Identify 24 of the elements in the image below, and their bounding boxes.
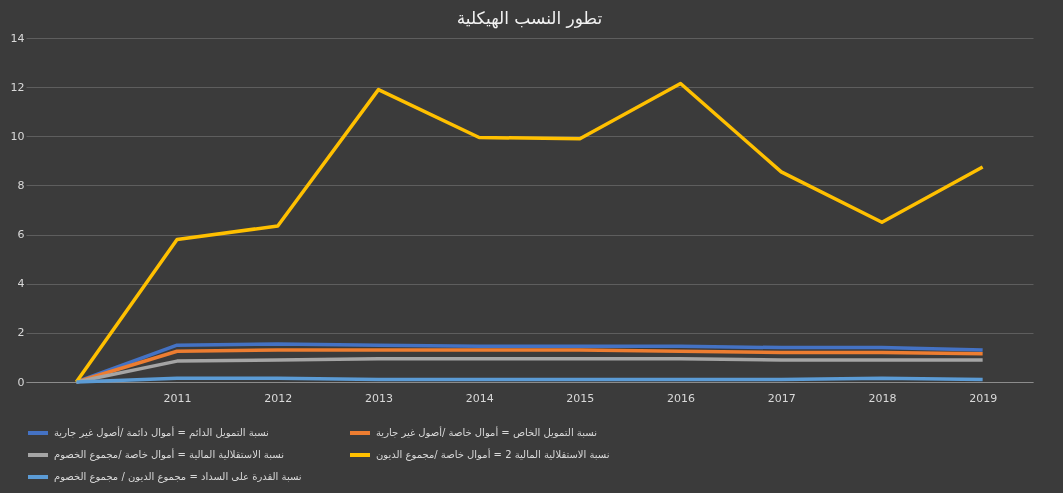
- y-tick-label: 0: [17, 375, 25, 389]
- chart-title: تطور النسب الهيكلية: [456, 8, 603, 29]
- y-tick-label: 14: [10, 31, 25, 45]
- x-tick-label: 2014: [465, 391, 494, 405]
- x-tick-label: 2012: [264, 391, 293, 405]
- legend-label: نسبة التمويل الخاص = أموال خاصة /أصول غير جارية: [376, 426, 597, 438]
- x-tick-label: 2019: [969, 391, 998, 405]
- y-tick-label: 12: [10, 80, 25, 94]
- x-tick-label: 2015: [566, 391, 595, 405]
- x-tick-label: 2016: [667, 391, 696, 405]
- legend-label: نسبة القدرة على السداد = مجموع الديون / مجموع الخصوم: [54, 471, 302, 483]
- y-tick-label: 10: [10, 129, 25, 143]
- line-series: [74, 81, 985, 384]
- legend-label: نسبة الاستقلالية المالية = أموال خاصة /مجموع الخصوم: [54, 448, 284, 461]
- x-tick-label: 2018: [868, 391, 897, 405]
- y-tick-label: 8: [17, 178, 25, 192]
- y-tick-label: 2: [17, 326, 25, 340]
- legend-label: نسبة التمويل الدائم = أموال دائمة /أصول غير جارية: [54, 426, 269, 439]
- y-tick-label: 6: [17, 228, 25, 242]
- x-tick-label: 2011: [163, 391, 192, 405]
- x-tick-label: 2017: [767, 391, 796, 405]
- x-tick-label: 2013: [364, 391, 393, 405]
- y-tick-label: 4: [17, 277, 25, 291]
- legend-label: نسبة الاستقلالية المالية 2 = أموال خاصة /مجموع الديون: [376, 448, 610, 461]
